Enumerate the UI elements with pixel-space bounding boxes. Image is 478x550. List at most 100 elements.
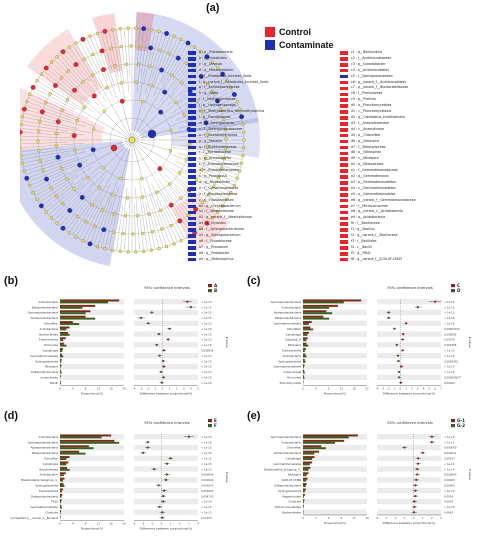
row-stripe: [134, 353, 198, 359]
taxa-entry: m : g__Sphingomonas: [188, 121, 348, 127]
tick-label-right: -3: [140, 386, 143, 390]
taxa-swatch: [188, 216, 196, 221]
row-stripe: [377, 434, 441, 440]
legend-swatch: [208, 284, 212, 288]
cladogram-branch: [116, 203, 124, 251]
cladogram-node: [54, 143, 58, 148]
tick-label-right: 2: [411, 386, 413, 390]
cladogram-node: [220, 71, 226, 77]
cladogram-node: [91, 52, 95, 57]
taxa-swatch: [340, 216, 348, 221]
cladogram-node: [44, 176, 49, 182]
taxa-label: x : f__Comamonadaceae: [199, 185, 239, 190]
bar-series-1: [60, 477, 65, 480]
taxa-swatch: [188, 151, 196, 156]
cladogram-node: [65, 177, 69, 181]
p-value: < 1e-15: [201, 510, 212, 514]
cladogram-node: [175, 55, 181, 61]
bar-series-2: [60, 301, 108, 304]
legend-label-contaminate: Contaminate: [279, 40, 334, 50]
taxa-entry: e0 : o__Nitrospirales: [340, 162, 478, 168]
bar-series-1: [60, 315, 86, 318]
bar-series-1: [60, 342, 64, 345]
category-label: Subgroup_6: [285, 338, 301, 342]
taxa-entry: c5 : f__Sphingomonadales: [340, 74, 478, 80]
cladogram: [20, 12, 260, 267]
taxa-label: a0 : g__Chryseobacterium: [199, 203, 241, 208]
p-value: 0.004753: [201, 494, 214, 498]
bar-series-1: [303, 466, 311, 469]
cladogram-node: [174, 100, 178, 104]
row-stripe: [60, 309, 124, 316]
cladogram-branch: [22, 153, 70, 164]
row-stripe: [60, 331, 124, 337]
cladogram-node: [159, 67, 165, 73]
taxa-entry: y : f__Flavobacteriaceae: [188, 192, 348, 198]
cladogram-branch: [131, 111, 161, 141]
cladogram-node: [82, 57, 86, 61]
bar-series-1: [60, 310, 91, 313]
cladogram-node: [150, 230, 155, 234]
difference-point: [403, 446, 406, 449]
difference-point: [158, 505, 161, 508]
cladogram-branch: [145, 202, 156, 250]
p-value: < 1e-15: [201, 300, 212, 304]
bar-series-1: [60, 369, 61, 372]
cladogram-node: [204, 220, 210, 226]
cladogram-branch: [171, 146, 243, 160]
row-stripe: [60, 498, 124, 505]
difference-point: [416, 306, 419, 309]
cladogram-branch: [41, 182, 74, 206]
category-label: Chloroflexi: [44, 456, 59, 460]
category-label: Chloroflexi: [287, 327, 302, 331]
bar-series-2: [60, 452, 86, 455]
difference-point: [417, 457, 420, 460]
taxa-entry: a7 : g__Rhizobium: [188, 245, 348, 251]
tick-label-right: -4: [376, 386, 379, 390]
cladogram-node: [59, 166, 64, 171]
bar-series-2: [60, 382, 61, 385]
p-value: < 1e-15: [201, 365, 212, 369]
category-label: TK10: [50, 500, 58, 504]
p-value: 0.001873: [201, 483, 214, 487]
tick-label-right: -1: [154, 386, 157, 390]
cladogram-node: [157, 29, 161, 33]
tick-label-right: -2: [394, 516, 397, 520]
panel-c: 95% confidence intervals C D Gammaproteobac…: [245, 275, 475, 407]
cladogram-branch: [121, 139, 133, 179]
taxa-entry: c6 : g__norank_f__Acidimicrobiales: [340, 80, 478, 86]
cladogram-branch: [20, 147, 61, 152]
taxa-swatch: [340, 104, 348, 108]
tick-label-right: 5: [429, 386, 431, 390]
cladogram-branch: [158, 189, 185, 239]
difference-point: [140, 316, 143, 319]
bar-series-1: [60, 504, 62, 507]
cladogram-node: [139, 44, 143, 49]
tick-label-right: -1: [393, 386, 396, 390]
category-label: Flavobacteriia: [39, 489, 58, 493]
cladogram-branch: [25, 157, 79, 175]
cladogram-branch: [152, 39, 182, 97]
cladogram-node: [157, 166, 163, 172]
taxa-swatch: [188, 157, 196, 162]
cladogram-node: [44, 210, 48, 214]
p-value: < 1e-15: [201, 354, 212, 358]
cladogram-branch: [187, 124, 243, 133]
cladogram-branch: [54, 59, 99, 106]
cladogram-branch: [197, 169, 235, 186]
cladogram-branch: [170, 168, 223, 206]
taxa-label: g : f__Xanthobacteraceae: [199, 85, 240, 90]
cladogram-branch: [191, 97, 236, 117]
taxa-swatch: [340, 74, 348, 79]
row-stripe: [377, 309, 441, 316]
row-stripe: [303, 466, 367, 472]
taxa-swatch: [188, 187, 196, 191]
cladogram-branch: [124, 28, 129, 93]
difference-point: [169, 457, 172, 460]
cladogram-branch: [28, 163, 73, 183]
taxa-entry: c9 : g__Pirellula: [340, 97, 478, 103]
bar-series-1: [303, 434, 358, 437]
cladogram-node: [28, 183, 32, 188]
ci-title: 95% confidence intervals: [387, 286, 433, 290]
cladogram-node: [216, 210, 220, 214]
